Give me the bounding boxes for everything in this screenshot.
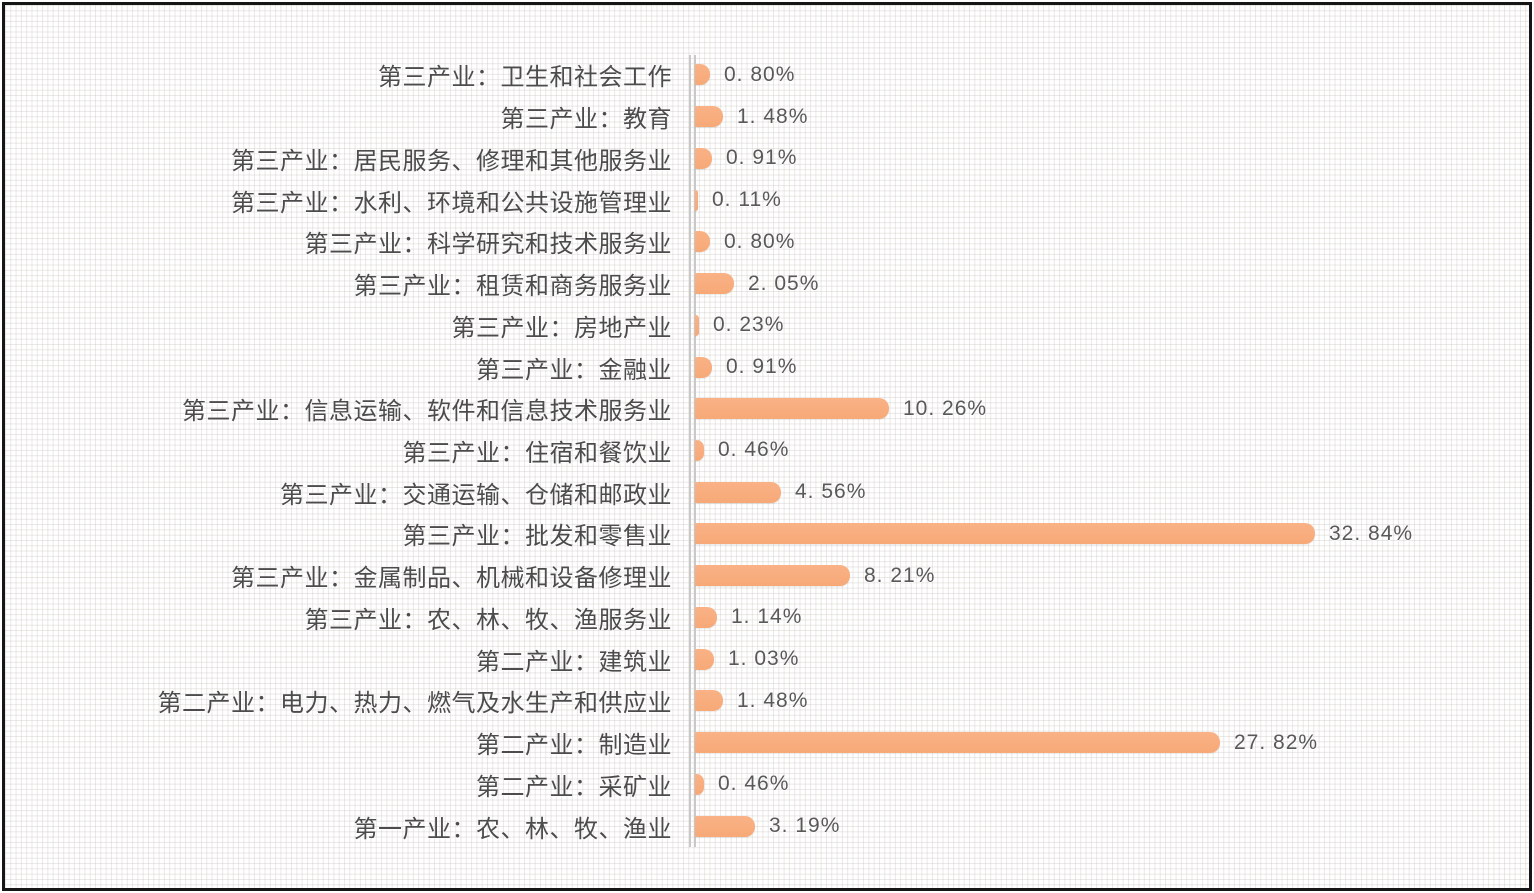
bar	[695, 732, 1220, 754]
bar-area: 2. 05%	[695, 272, 819, 296]
bar-area: 8. 21%	[695, 564, 935, 588]
bar-row: 第三产业：金属制品、机械和设备修理业 8. 21%	[5, 555, 1529, 597]
bar-area: 0. 11%	[695, 188, 782, 212]
bar-row: 第二产业：电力、热力、燃气及水生产和供应业 1. 48%	[5, 680, 1529, 722]
bar-row: 第三产业：交通运输、仓储和邮政业 4. 56%	[5, 471, 1529, 513]
category-label: 第二产业：电力、热力、燃气及水生产和供应业	[157, 690, 672, 718]
bar-area: 0. 80%	[695, 63, 795, 87]
bar	[695, 147, 712, 169]
bar	[695, 64, 710, 86]
category-label: 第三产业：交通运输、仓储和邮政业	[280, 481, 672, 509]
value-label: 0. 46%	[718, 772, 790, 796]
bar	[695, 523, 1315, 545]
category-label: 第一产业：农、林、牧、渔业	[353, 815, 672, 843]
bar-area: 32. 84%	[695, 522, 1413, 546]
bar	[695, 606, 717, 628]
value-label: 0. 80%	[724, 229, 796, 253]
value-label: 4. 56%	[795, 480, 867, 504]
value-label: 2. 05%	[748, 271, 820, 295]
bar-row: 第二产业：制造业 27. 82%	[5, 722, 1529, 764]
bar-row: 第三产业：居民服务、修理和其他服务业 0. 91%	[5, 137, 1529, 179]
bar-row: 第三产业：农、林、牧、渔服务业 1. 14%	[5, 597, 1529, 639]
category-label: 第二产业：采矿业	[476, 773, 672, 801]
bar-area: 1. 03%	[695, 647, 799, 671]
bar-area: 0. 91%	[695, 355, 797, 379]
bar-row: 第三产业：金融业 0. 91%	[5, 346, 1529, 388]
category-label: 第三产业：金融业	[476, 356, 672, 384]
bar-row: 第三产业：房地产业 0. 23%	[5, 304, 1529, 346]
value-label: 0. 11%	[712, 188, 782, 212]
industry-bar-chart: 第三产业：卫生和社会工作 0. 80% 第三产业：教育 1. 48% 第三产业：居民服务…	[5, 54, 1529, 847]
bar-row: 第三产业：教育 1. 48%	[5, 96, 1529, 138]
bar	[695, 231, 710, 253]
category-label: 第三产业：金属制品、机械和设备修理业	[231, 565, 672, 593]
value-label: 8. 21%	[864, 563, 936, 587]
value-label: 0. 91%	[726, 355, 798, 378]
bar-row: 第三产业：信息运输、软件和信息技术服务业 10. 26%	[5, 388, 1529, 430]
bar-area: 1. 48%	[695, 105, 808, 129]
bar	[695, 690, 723, 712]
bar-area: 1. 48%	[695, 689, 808, 713]
bar	[695, 565, 850, 587]
value-label: 0. 46%	[718, 438, 790, 462]
bar-area: 0. 46%	[695, 772, 789, 796]
bar	[695, 273, 734, 295]
value-label: 0. 23%	[713, 313, 785, 337]
bar-row: 第三产业：住宿和餐饮业 0. 46%	[5, 430, 1529, 472]
category-label: 第三产业：住宿和餐饮业	[402, 439, 672, 467]
value-label: 1. 48%	[737, 104, 809, 128]
category-label: 第三产业：房地产业	[451, 314, 672, 342]
category-label: 第三产业：水利、环境和公共设施管理业	[231, 189, 672, 217]
value-label: 3. 19%	[769, 814, 841, 838]
value-label: 32. 84%	[1329, 521, 1414, 545]
bar	[695, 648, 714, 670]
value-label: 10. 26%	[903, 396, 988, 420]
value-label: 0. 91%	[726, 146, 798, 170]
bar-row: 第一产业：农、林、牧、渔业 3. 19%	[5, 805, 1529, 847]
bar-area: 4. 56%	[695, 480, 866, 504]
bar-row: 第三产业：批发和零售业 32. 84%	[5, 513, 1529, 555]
category-label: 第三产业：教育	[500, 106, 672, 134]
bar-row: 第三产业：水利、环境和公共设施管理业 0. 11%	[5, 179, 1529, 221]
category-label: 第三产业：批发和零售业	[402, 523, 672, 551]
value-label: 27. 82%	[1234, 730, 1319, 754]
bar	[695, 314, 699, 336]
value-label: 1. 03%	[728, 647, 800, 671]
bar-row: 第三产业：科学研究和技术服务业 0. 80%	[5, 221, 1529, 263]
bar	[695, 398, 889, 420]
bar-area: 0. 80%	[695, 230, 795, 254]
category-label: 第三产业：农、林、牧、渔服务业	[304, 606, 672, 634]
bar-area: 10. 26%	[695, 397, 987, 421]
value-label: 0. 80%	[724, 62, 796, 86]
category-label: 第三产业：居民服务、修理和其他服务业	[231, 147, 672, 175]
category-label: 第三产业：科学研究和技术服务业	[304, 231, 672, 259]
bar	[695, 106, 723, 128]
bar-area: 0. 23%	[695, 313, 784, 337]
bar-row: 第三产业：卫生和社会工作 0. 80%	[5, 54, 1529, 96]
bar-area: 3. 19%	[695, 814, 840, 838]
bar-area: 0. 46%	[695, 438, 789, 462]
category-label: 第三产业：信息运输、软件和信息技术服务业	[182, 398, 672, 426]
category-label: 第二产业：建筑业	[476, 648, 672, 676]
bar	[695, 481, 781, 503]
bar	[695, 356, 712, 378]
category-label: 第三产业：租赁和商务服务业	[353, 273, 672, 301]
category-label: 第三产业：卫生和社会工作	[378, 64, 672, 92]
category-label: 第二产业：制造业	[476, 732, 672, 760]
value-label: 1. 14%	[731, 605, 803, 629]
bar	[695, 189, 698, 211]
bar	[695, 439, 704, 461]
bar	[695, 773, 704, 795]
bar-area: 27. 82%	[695, 731, 1318, 755]
bar-row: 第二产业：建筑业 1. 03%	[5, 638, 1529, 680]
bar	[695, 815, 755, 837]
value-label: 1. 48%	[737, 688, 809, 712]
bar-row: 第三产业：租赁和商务服务业 2. 05%	[5, 263, 1529, 305]
bar-area: 1. 14%	[695, 605, 802, 629]
bar-row: 第二产业：采矿业 0. 46%	[5, 763, 1529, 805]
bar-area: 0. 91%	[695, 146, 797, 170]
